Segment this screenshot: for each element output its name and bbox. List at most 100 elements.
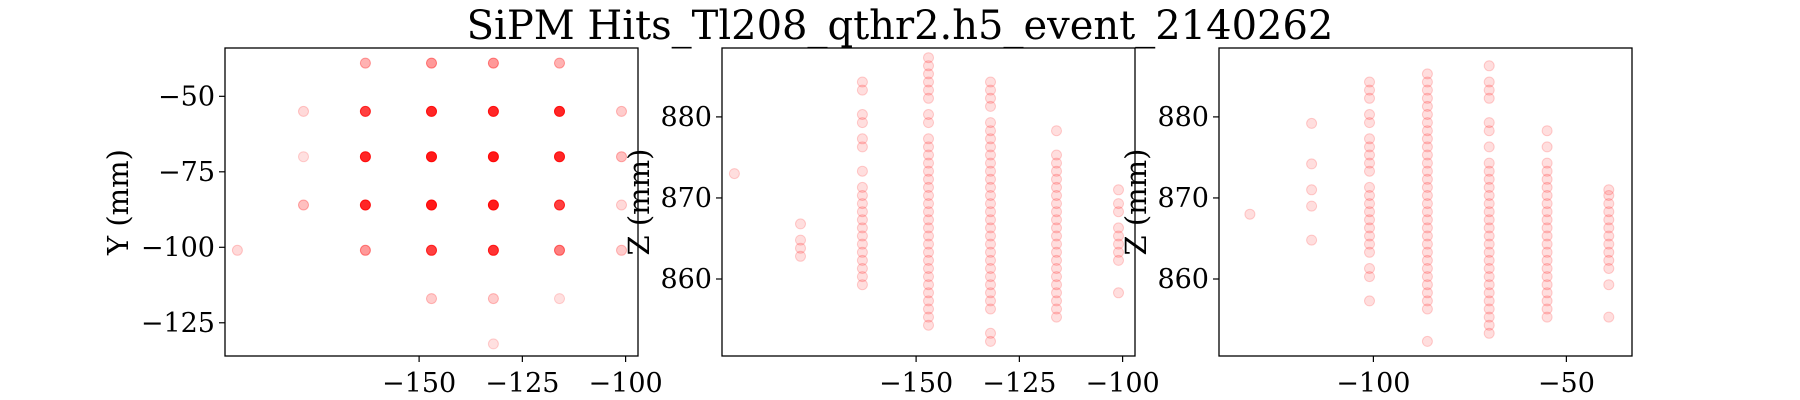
data-point [616,199,627,211]
data-point [1244,208,1256,220]
data-point [1113,254,1124,266]
data-point [1421,157,1433,169]
data-point [985,100,996,112]
data-point [923,109,934,120]
data-point [985,157,996,169]
data-point [1421,263,1433,274]
data-point [616,105,627,117]
data-point [985,303,996,315]
data-point [1364,263,1375,274]
data-point [1421,230,1433,242]
data-point [1421,287,1433,299]
data-point [985,190,996,201]
data-point [1051,157,1062,169]
data-point [985,149,996,161]
data-point [1421,190,1433,201]
data-point [923,254,934,266]
data-point [1306,117,1318,129]
data-point [1421,295,1433,307]
data-point [923,263,934,274]
data-point [1113,230,1124,242]
data-point [1051,198,1062,210]
data-point [923,295,934,307]
data-point [1603,198,1615,210]
data-point [487,338,499,350]
data-point [795,234,806,246]
data-point [1364,230,1375,242]
data-point [795,242,806,254]
y-axis-label: Z (mm) [622,149,656,256]
data-point [554,244,565,256]
y-tick-label: −50 [158,81,215,112]
axes-frame [224,47,639,357]
data-point [1541,303,1553,315]
data-point [1421,149,1433,161]
data-point [1541,165,1553,177]
data-point [923,181,934,193]
data-point [298,105,309,117]
data-point [1603,230,1615,242]
data-point [1603,279,1615,291]
data-point [985,92,996,104]
data-point [923,190,934,201]
data-point [985,133,996,145]
data-point [1603,184,1615,196]
data-point [1051,206,1062,218]
axes-frame [1218,47,1633,357]
x-tick-label: −125 [485,368,559,399]
data-point [1306,158,1318,170]
data-point [1051,165,1062,177]
data-point [1421,173,1433,185]
data-point [1421,254,1433,266]
data-point [856,181,868,193]
data-point [923,214,934,226]
data-point [985,279,996,291]
data-point [985,165,996,177]
data-point [487,105,499,117]
data-point [856,141,868,153]
data-point [1421,84,1433,96]
data-point [1541,181,1553,193]
data-point [923,279,934,291]
data-point [1483,230,1495,242]
data-point [1051,254,1062,266]
data-point [1483,84,1495,96]
chart-title: SiPM Hits_Tl208_qthr2.h5_event_2140262 [466,3,1334,49]
data-point [728,168,740,180]
data-point [1364,181,1375,193]
data-point [1421,76,1433,88]
x-tick-label: −150 [879,368,953,399]
data-point [923,206,934,218]
data-point [1113,287,1124,299]
y-tick-label: −100 [141,232,215,263]
data-point [1051,303,1062,315]
data-point [856,84,868,96]
data-point [1541,287,1553,299]
y-axis-label: Z (mm) [1119,149,1153,256]
data-point [1541,271,1553,283]
data-point [1421,222,1433,234]
data-point [359,151,371,163]
data-point [856,190,868,201]
data-point [487,199,499,211]
data-point [1483,254,1495,266]
data-point [1603,190,1615,201]
data-point [1051,181,1062,193]
data-point [1483,173,1495,185]
data-point [1051,295,1062,307]
data-point [1364,133,1375,145]
data-point [1541,214,1553,226]
y-tick-label: 870 [1157,183,1209,214]
x-tick-label: −50 [1538,368,1595,399]
data-point [359,244,371,256]
data-point [923,173,934,185]
data-point [1364,246,1375,258]
data-point [923,92,934,104]
data-point [1541,295,1553,307]
scatter-plot-1: −150 −125 −100 −50 −75 −100 −125 Y (mm) [101,47,663,399]
data-point [1421,100,1433,112]
data-point [923,84,934,96]
data-point [487,151,499,163]
data-point [1364,206,1375,218]
